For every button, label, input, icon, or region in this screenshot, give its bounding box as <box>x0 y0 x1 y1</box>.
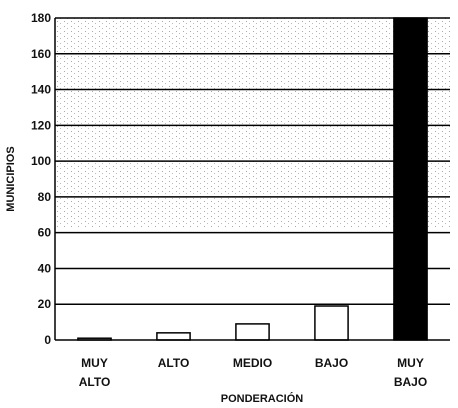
bar <box>235 323 270 341</box>
y-tick-label: 120 <box>31 118 51 132</box>
y-tick-label: 160 <box>31 47 51 61</box>
bar <box>314 305 349 341</box>
bar <box>156 332 191 341</box>
y-axis-title: MUNICIPIOS <box>5 146 17 211</box>
axes <box>54 18 450 341</box>
x-tick-label: MEDIO <box>233 356 272 370</box>
x-tick-label: ALTO <box>158 356 190 370</box>
y-tick-label: 60 <box>38 226 52 240</box>
gridlines <box>55 17 450 305</box>
y-tick-label: 0 <box>44 333 51 347</box>
y-tick-label: 40 <box>38 261 52 275</box>
x-tick-label: MUY <box>397 356 424 370</box>
y-tick-label: 80 <box>38 190 52 204</box>
y-tick-label: 20 <box>38 297 52 311</box>
x-tick-labels: MUY ALTO ALTO MEDIO BAJO MUY BAJO <box>79 356 427 389</box>
x-tick-label: MUY <box>81 356 108 370</box>
x-tick-label: BAJO <box>394 375 427 389</box>
x-axis-title: PONDERACIÓN <box>221 392 304 405</box>
y-tick-label: 180 <box>31 11 51 25</box>
bars <box>77 17 428 341</box>
plot-background <box>55 18 450 340</box>
x-tick-label: ALTO <box>79 375 111 389</box>
y-tick-label: 100 <box>31 154 51 168</box>
bar <box>393 17 428 341</box>
y-tick-label: 140 <box>31 83 51 97</box>
y-tick-labels: 0 20 40 60 80 100 120 140 160 180 <box>31 11 51 347</box>
x-tick-label: BAJO <box>315 356 348 370</box>
